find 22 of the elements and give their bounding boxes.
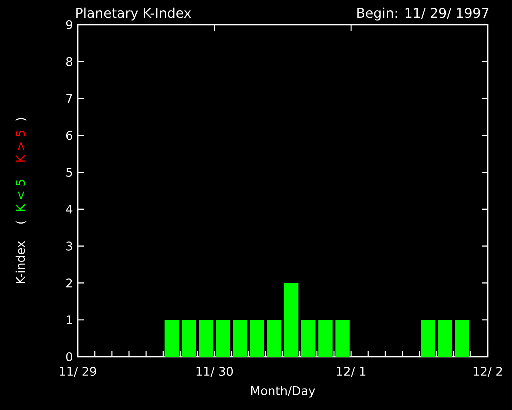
y-axis-title: K-index: [16, 241, 26, 284]
text: (: [16, 221, 27, 224]
y-tick-label: 5: [66, 168, 72, 178]
x-tick-label: 11/ 30: [196, 367, 234, 378]
x-tick-label: 12/ 1: [337, 367, 366, 378]
chart-subtitle: Begin: 11/ 29/ 1997: [358, 8, 489, 21]
y-tick-label: 1: [66, 316, 72, 324]
y-tick-label: 3: [66, 242, 72, 251]
x-tick-label: 11/ 29: [60, 367, 96, 378]
chart-title: Planetary K-Index: [76, 8, 192, 21]
x-axis-title: Month/Day: [251, 386, 316, 398]
y-tick-label: 8: [66, 57, 72, 66]
y-tick-label: 4: [66, 205, 73, 214]
y-tick-label: 0: [66, 352, 72, 362]
x-tick-label: 12/ 2: [474, 367, 502, 378]
y-tick-label: 9: [66, 20, 72, 30]
y-tick-label: 6: [66, 131, 73, 140]
legend-label: K > 5: [16, 130, 26, 162]
y-tick-label: 2: [66, 278, 72, 288]
text: ): [16, 118, 27, 121]
text: K < 5: [16, 180, 26, 212]
y-tick-label: 7: [66, 94, 72, 104]
